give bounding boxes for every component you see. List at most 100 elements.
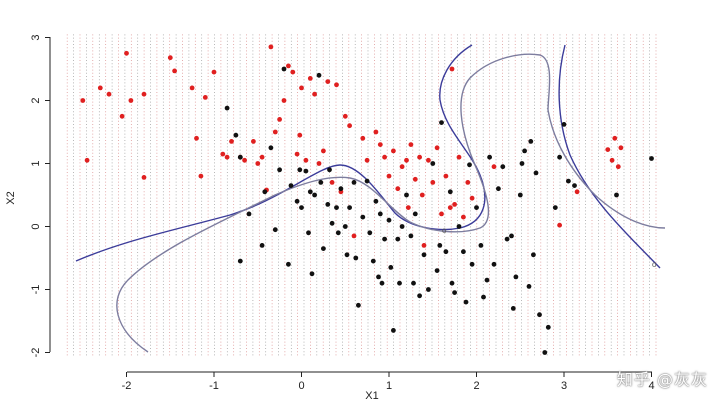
data-point-red	[229, 139, 234, 144]
data-point-black	[377, 211, 383, 217]
data-point-black	[344, 252, 350, 258]
data-point-red	[605, 147, 611, 153]
data-point-black	[412, 211, 418, 217]
data-point-black	[262, 189, 268, 195]
data-point-red	[557, 222, 562, 228]
data-point-black	[456, 224, 462, 229]
data-point-black	[397, 280, 402, 286]
y-tick-label: -1	[30, 285, 42, 295]
data-point-red	[615, 164, 621, 170]
data-point-red	[189, 85, 195, 91]
data-point-red	[172, 68, 178, 74]
x-tick-label: 2	[473, 380, 479, 392]
data-point-red	[430, 180, 436, 185]
data-point-black	[386, 217, 392, 223]
data-point-black	[496, 186, 501, 192]
data-point-black	[434, 268, 440, 273]
data-point-black	[510, 306, 516, 311]
data-point-red	[297, 132, 303, 138]
data-point-red	[294, 151, 300, 157]
boundary-end-marker-2: o	[442, 226, 447, 235]
x-axis-ticks: -2 -1 0 1 2 3 4	[122, 372, 655, 392]
data-point-red	[364, 157, 370, 163]
data-point-red	[286, 63, 291, 69]
data-point-black	[316, 72, 322, 78]
data-point-red	[412, 176, 418, 182]
data-point-red	[141, 175, 147, 180]
data-point-red	[461, 214, 466, 220]
data-point-black	[517, 192, 523, 198]
decision-boundary-linear-right	[558, 44, 661, 269]
data-point-black	[370, 258, 376, 264]
data-point-black	[364, 178, 370, 184]
data-point-red	[417, 154, 422, 160]
data-point-black	[566, 178, 571, 184]
data-point-red	[198, 173, 204, 179]
data-point-red	[202, 95, 208, 100]
x-tick-label: 3	[561, 380, 567, 392]
data-point-black	[309, 271, 315, 277]
data-point-black	[542, 350, 548, 355]
data-point-black	[299, 205, 304, 211]
data-point-red	[303, 157, 309, 163]
data-point-black	[399, 224, 405, 229]
data-point-black	[379, 280, 385, 286]
data-point-red	[386, 173, 392, 179]
data-point-black	[376, 274, 381, 280]
data-point-red	[351, 233, 357, 239]
data-point-red	[405, 205, 411, 211]
data-point-red	[251, 139, 256, 144]
data-point-black	[347, 205, 352, 211]
watermark: 知乎 @灰灰	[616, 370, 708, 389]
data-point-red	[382, 154, 387, 160]
data-point-black	[509, 233, 514, 239]
data-point-black	[411, 280, 416, 286]
data-point-red	[268, 44, 274, 50]
data-point-red	[408, 142, 414, 148]
data-point-black	[504, 236, 510, 242]
data-point-red	[194, 135, 199, 141]
data-point-black	[268, 145, 274, 151]
data-point-red	[119, 113, 125, 119]
data-point-red	[342, 113, 348, 119]
data-point-black	[318, 180, 324, 185]
data-point-red	[391, 148, 396, 154]
data-point-black	[561, 122, 567, 127]
data-point-black	[526, 284, 532, 289]
data-point-black	[342, 224, 348, 229]
data-point-red	[434, 145, 440, 151]
y-tick-label: 2	[30, 97, 42, 103]
x-tick-label: 0	[298, 380, 304, 392]
data-point-black	[463, 299, 469, 305]
data-point-red	[360, 135, 366, 141]
data-point-red	[612, 135, 618, 141]
data-point-black	[522, 148, 527, 154]
data-point-red	[80, 98, 86, 103]
data-point-red	[439, 211, 444, 217]
data-point-black	[373, 198, 379, 204]
data-point-red	[307, 76, 313, 81]
x-axis-title: X1	[365, 390, 378, 402]
data-point-red	[373, 129, 379, 135]
data-point-red	[281, 98, 287, 103]
data-point-black	[294, 198, 300, 204]
data-point-red	[452, 202, 457, 207]
data-point-black	[325, 202, 331, 207]
x-tick-label: -2	[122, 380, 132, 392]
data-point-red	[290, 69, 296, 75]
data-point-red	[272, 129, 278, 135]
x-tick-label: 4	[648, 380, 654, 392]
data-point-red	[456, 154, 462, 160]
data-point-black	[443, 249, 449, 255]
data-point-black	[426, 287, 431, 292]
data-point-black	[246, 211, 252, 217]
data-point-red	[128, 98, 134, 103]
data-point-black	[452, 290, 457, 295]
data-point-black	[395, 236, 401, 242]
data-point-red	[106, 91, 112, 97]
data-point-red	[97, 85, 103, 91]
data-point-black	[528, 139, 534, 144]
data-point-red	[316, 161, 322, 166]
